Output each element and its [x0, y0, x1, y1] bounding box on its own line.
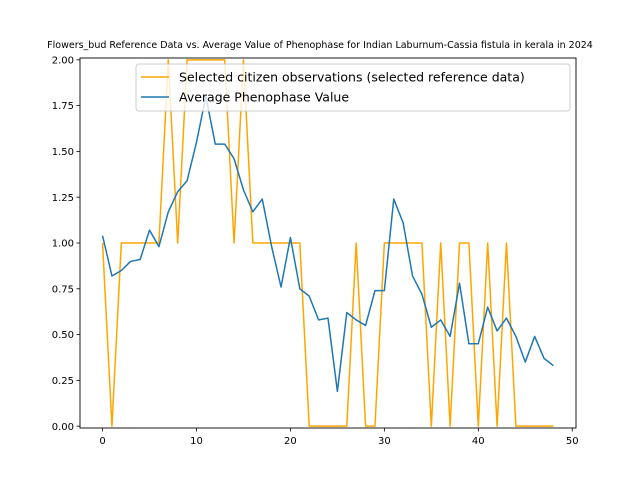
- y-tick-label: 0.75: [52, 284, 74, 295]
- y-tick-label: 1.50: [52, 147, 74, 158]
- x-tick-label: 30: [378, 436, 391, 447]
- legend-box: [135, 63, 571, 112]
- x-tick-label: 0: [99, 436, 105, 447]
- chart-title: Flowers_bud Reference Data vs. Average V…: [47, 40, 593, 51]
- y-tick-label: 1.25: [52, 193, 74, 204]
- x-tick-label: 10: [190, 436, 203, 447]
- series-line-2: [101, 95, 554, 393]
- y-tick-label: 0.50: [52, 330, 74, 341]
- legend-label-2: Average Phenophase Value: [179, 90, 349, 105]
- y-tick-label: 2.00: [52, 55, 74, 66]
- x-tick-label: 50: [566, 436, 579, 447]
- y-tick-label: 0.00: [52, 422, 74, 433]
- y-tick-label: 0.25: [52, 376, 74, 387]
- series-layer: [101, 59, 554, 427]
- plot-area-frame: [79, 57, 577, 429]
- y-tick-label: 1.00: [52, 239, 74, 250]
- x-axis: 0 10 20 30 40 50: [99, 428, 579, 447]
- legend-label-1: Selected citizen observations (selected …: [179, 70, 525, 85]
- legend: Selected citizen observations (selected …: [135, 63, 571, 112]
- y-tick-label: 1.75: [52, 101, 74, 112]
- x-tick-label: 40: [472, 436, 485, 447]
- y-axis: 0.00 0.25 0.50 0.75 1.00 1.25 1.50 1.75 2.00: [52, 55, 80, 433]
- series-line-1: [101, 59, 554, 427]
- x-tick-label: 20: [284, 436, 297, 447]
